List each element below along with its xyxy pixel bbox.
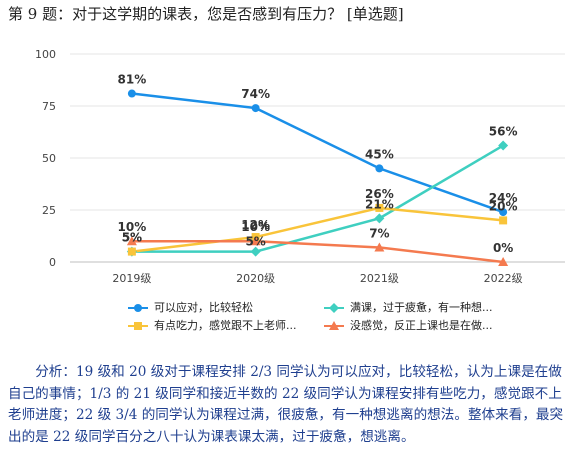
data-label: 10% xyxy=(241,220,270,234)
data-label: 10% xyxy=(118,220,147,234)
data-point xyxy=(374,242,385,252)
data-point xyxy=(498,140,509,151)
data-point xyxy=(375,203,384,212)
y-tick-label: 50 xyxy=(42,152,56,165)
data-label: 74% xyxy=(241,87,270,101)
data-label: 56% xyxy=(489,125,518,139)
data-point xyxy=(374,213,385,224)
data-point xyxy=(127,247,136,256)
data-label: 12% xyxy=(241,218,270,232)
data-label: 26% xyxy=(365,187,394,201)
data-label: 5% xyxy=(122,231,142,245)
data-point xyxy=(499,208,508,217)
data-point xyxy=(499,216,508,225)
legend-label: 满课，过于疲惫，有一种想... xyxy=(350,301,493,314)
data-label: 21% xyxy=(365,197,394,211)
data-label: 81% xyxy=(118,73,147,87)
legend-marker-shape xyxy=(329,321,339,330)
data-point xyxy=(250,236,261,246)
data-point xyxy=(250,246,261,257)
series-line-0 xyxy=(131,92,504,214)
legend-marker xyxy=(134,322,142,330)
x-tick-label: 2020级 xyxy=(236,272,275,285)
data-label: 7% xyxy=(369,226,389,240)
legend-marker xyxy=(329,303,339,313)
y-tick-label: 75 xyxy=(42,100,56,113)
data-point xyxy=(375,164,384,173)
y-tick-label: 100 xyxy=(35,48,56,61)
x-tick-label: 2022级 xyxy=(484,272,523,285)
series-line-1 xyxy=(131,144,504,253)
y-tick-label: 0 xyxy=(49,256,56,269)
legend-marker xyxy=(329,321,339,330)
data-point xyxy=(126,236,137,246)
data-label: 20% xyxy=(489,199,518,213)
legend-label: 可以应对，比较轻松 xyxy=(154,301,253,314)
legend-marker-shape xyxy=(134,304,142,312)
x-tick-label: 2019级 xyxy=(112,272,151,285)
data-label: 45% xyxy=(365,147,394,161)
x-tick-label: 2021级 xyxy=(360,272,399,285)
legend-label: 没感觉，反正上课也是在做... xyxy=(350,319,493,332)
data-label: 0% xyxy=(493,241,513,255)
y-tick-label: 25 xyxy=(42,204,56,217)
series-line-3 xyxy=(131,239,504,264)
data-point xyxy=(251,104,260,113)
data-label: 5% xyxy=(245,235,265,249)
data-label: 5% xyxy=(122,231,142,245)
legend-marker-shape xyxy=(134,322,142,330)
data-point xyxy=(498,257,509,266)
line-chart: 0 25 50 75 100 2019级 2020级 2021级 2022级 81% 74% 45%… xyxy=(35,48,565,285)
data-point xyxy=(127,89,136,98)
legend-marker xyxy=(134,304,142,312)
question-title: 第 9 题：对于这学期的课表，您是否感到有压力？ [单选题] xyxy=(8,5,404,23)
legend-marker-shape xyxy=(329,303,339,313)
data-label: 24% xyxy=(489,191,518,205)
analysis-paragraph: 分析：19 级和 20 级对于课程安排 2/3 同学认为可以应对，比较轻松，认为… xyxy=(8,364,564,445)
legend-label: 有点吃力，感觉跟不上老师... xyxy=(154,319,297,332)
series-line-2 xyxy=(131,206,504,253)
